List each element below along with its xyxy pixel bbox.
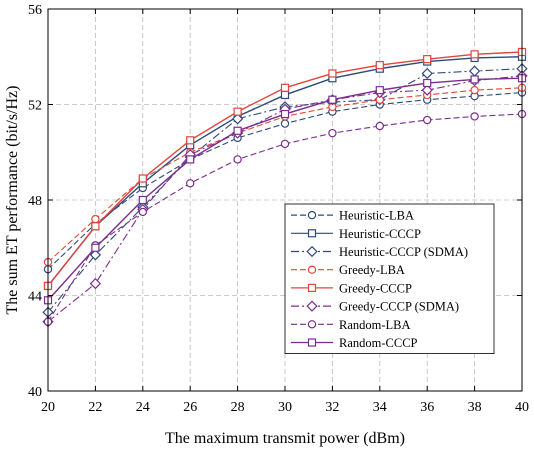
data-point (375, 61, 384, 70)
y-axis-title: The sum ET performance (bit/s/Hz) (4, 86, 21, 315)
legend-item: Greedy-LBA (291, 263, 405, 277)
legend-marker (306, 245, 318, 258)
legend: Heuristic-LBA Heuristic-CCCP Heuristic-CCC… (284, 203, 495, 355)
data-point (421, 67, 433, 80)
data-point (375, 86, 384, 95)
x-axis-title: The maximum transmit power (dBm) (165, 430, 405, 447)
data-point (280, 109, 290, 119)
legend-item: Random-CCCP (291, 336, 418, 350)
series-7 (43, 109, 527, 326)
legend-marker (307, 338, 317, 347)
y-tick-label: 44 (28, 290, 42, 305)
legend-item: Heuristic-CCCP (291, 227, 421, 241)
data-point (280, 119, 290, 128)
data-point (470, 75, 479, 84)
x-tick-label: 28 (231, 400, 245, 415)
data-point (280, 139, 290, 149)
x-tick-label: 30 (278, 400, 292, 415)
x-tick-label: 40 (515, 400, 529, 415)
data-point (421, 84, 433, 96)
legend-label: Heuristic-LBA (339, 209, 414, 223)
legend-marker (306, 300, 318, 312)
data-point (328, 128, 337, 138)
data-point (280, 83, 290, 92)
data-point (470, 50, 479, 59)
legend-item: Greedy-CCCP (SDMA) (291, 300, 459, 314)
data-point (89, 249, 102, 261)
data-point (423, 115, 432, 125)
y-tick-label: 40 (28, 385, 42, 400)
y-tick-label: 56 (28, 3, 42, 18)
legend-item: Random-LBA (291, 318, 411, 332)
legend-box (284, 203, 495, 355)
data-point (91, 222, 100, 231)
x-tick-label: 26 (183, 400, 197, 415)
data-point (375, 121, 384, 131)
data-point (233, 126, 242, 135)
data-point (185, 179, 195, 188)
data-point (470, 112, 479, 121)
legend-marker (307, 210, 317, 220)
data-point (233, 107, 242, 116)
legend-marker (307, 283, 317, 292)
data-point (328, 69, 337, 78)
data-point (423, 55, 432, 64)
data-point (91, 214, 100, 224)
legend-marker (307, 320, 317, 329)
data-point (231, 113, 244, 125)
legend-item: Heuristic-LBA (291, 209, 414, 223)
data-point (468, 65, 481, 77)
data-point (470, 85, 479, 95)
data-point (423, 78, 432, 88)
data-point (89, 277, 102, 290)
legend-marker (307, 229, 317, 238)
data-point (186, 136, 195, 145)
x-tick-label: 36 (420, 400, 434, 415)
y-tick-label: 52 (28, 99, 42, 114)
legend-label: Heuristic-CCCP (339, 227, 421, 241)
x-tick-label: 32 (325, 400, 339, 415)
legend-item: Heuristic-CCCP (SDMA) (291, 245, 468, 259)
data-point (233, 155, 242, 164)
data-point (91, 243, 100, 252)
data-point (186, 155, 195, 164)
x-tick-label: 22 (88, 400, 102, 415)
data-point (138, 174, 147, 183)
data-point (328, 95, 337, 104)
ticks: 20 22 24 26 28 30 32 34 36 38 40 40 44 48 52 56 (28, 3, 529, 415)
x-tick-label: 34 (373, 400, 387, 415)
legend-label: Heuristic-CCCP (SDMA) (339, 245, 468, 259)
legend-item: Greedy-CCCP (291, 281, 412, 295)
legend-label: Random-CCCP (339, 336, 418, 350)
y-tick-label: 48 (28, 194, 42, 209)
legend-label: Random-LBA (339, 318, 411, 332)
data-point (138, 195, 147, 205)
legend-label: Greedy-CCCP (339, 281, 412, 295)
data-point (280, 90, 290, 100)
legend-marker (307, 265, 317, 274)
legend-label: Greedy-LBA (339, 263, 405, 277)
x-tick-label: 24 (136, 400, 150, 415)
x-tick-label: 20 (41, 400, 55, 415)
data-point (138, 207, 147, 217)
series-layer (42, 47, 528, 328)
legend-label: Greedy-CCCP (SDMA) (339, 300, 459, 314)
x-tick-label: 38 (468, 400, 482, 415)
